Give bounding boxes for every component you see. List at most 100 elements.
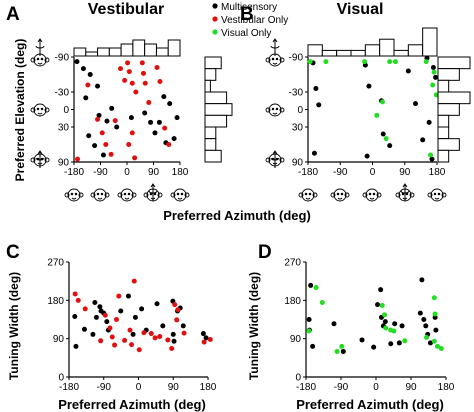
monkey-head-icon [265,103,285,117]
data-point [140,70,146,76]
data-point [72,291,78,297]
data-point [175,307,181,313]
histogram-bar [204,79,211,93]
data-point [98,338,104,344]
legend-marker-multisensory [212,3,218,9]
data-point [374,112,380,118]
data-point [126,142,132,147]
data-point [125,293,131,299]
histogram-bar [204,126,217,140]
data-point [433,327,439,333]
histogram-bar [437,138,460,151]
data-point [375,302,381,308]
data-point [171,338,177,344]
y-tick-label: 30 [58,123,70,134]
data-point [81,326,87,332]
histogram-bar [393,49,409,57]
histogram-bar [437,91,471,105]
data-point [118,66,124,72]
x-tick-label: 0 [370,167,376,178]
histogram-bar [437,56,471,70]
data-point [95,83,101,89]
rotation-arrow-icon [270,150,280,168]
y-tick-label: 270 [47,258,64,269]
y-tick-label: -30 [289,88,304,99]
data-point [171,136,177,142]
monkey-head-icon [330,188,350,202]
data-point [419,277,425,283]
y-tick-label: 90 [53,334,65,345]
histogram-bar [437,68,460,81]
histogram-bar [204,91,228,105]
x-tick-label: -90 [97,382,112,393]
data-point [364,153,370,159]
data-point [433,74,439,80]
data-point [167,101,173,107]
legend-marker-vestibular-only [212,16,218,22]
data-point [427,340,433,346]
x-tick-label: -180 [298,167,318,178]
data-point [108,151,114,157]
data-point [92,143,98,149]
data-point [102,312,108,318]
data-point [96,112,102,118]
data-point [132,155,138,161]
ylabel-elevation: Preferred Elevation (deg) [13,39,27,182]
data-point [165,337,171,343]
histogram-bar [97,47,110,57]
data-point [174,317,180,323]
data-point [383,136,389,142]
data-point [99,130,105,136]
data-point [156,119,162,125]
monkey-head-icon [362,188,382,202]
histogram-bar [437,79,450,93]
x-tick-label: 90 [399,167,411,178]
data-point [359,337,365,343]
data-point [424,334,430,340]
series-multisensory [310,55,439,162]
data-point [72,314,78,320]
data-point [87,72,93,77]
data-point [380,99,386,105]
data-point [334,348,340,354]
data-point [75,297,81,303]
data-point [129,80,135,86]
histogram-bar [132,39,146,57]
data-point [431,295,437,301]
chart-a: -180 -90 0 90 180 -90 -30 0 30 90 [55,39,233,178]
data-point [399,323,405,329]
data-point [82,306,88,312]
series-visual-only [306,285,444,354]
data-point [392,321,398,327]
data-point [387,143,393,149]
data-point [170,331,176,337]
data-point [382,312,388,318]
monkey-head-icon [427,188,447,202]
data-point [339,343,345,349]
data-point [434,343,440,349]
legend-label-multisensory: Multisensory [221,2,277,13]
data-point [313,86,319,91]
data-point [131,278,137,284]
data-point [109,105,115,111]
legend: Multisensory Vestibular Only Visual Only [212,2,288,39]
data-point [308,282,314,288]
y-tick-label: -90 [55,53,70,64]
data-point [420,137,426,143]
histogram-bar [155,47,169,57]
x-tick-label: 180 [172,167,189,178]
x-tick-label: 0 [124,167,130,178]
histogram-bar [336,49,352,57]
y-tick-label: 0 [58,373,64,384]
histogram-bar [108,47,122,57]
histogram-bar [422,27,438,57]
data-point [154,301,160,307]
histogram-bar [437,149,450,163]
data-point [378,287,384,293]
monkey-head-icon [298,188,318,202]
x-tick-label: 0 [373,382,379,393]
data-point [93,314,99,320]
title-visual: Visual [337,1,384,18]
